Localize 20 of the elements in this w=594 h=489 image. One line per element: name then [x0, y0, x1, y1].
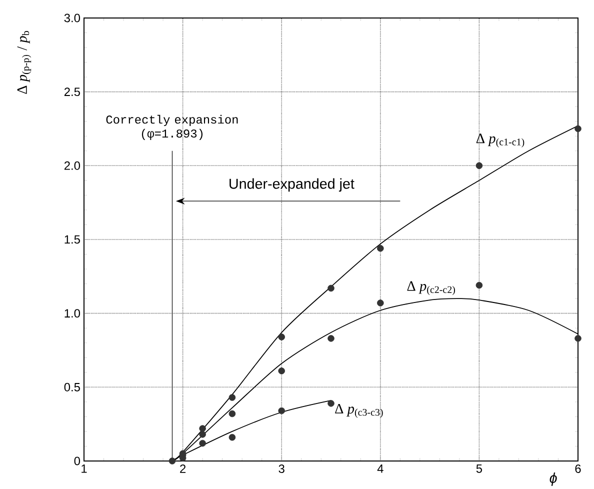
series-label: Δ p$_{(c2-c2)}$	[407, 281, 455, 295]
y-tick-label: 0.5	[64, 382, 80, 392]
y-tick-label: 1.0	[64, 309, 80, 318]
x-tick-label: 3	[278, 464, 284, 473]
y-tick-label: 2.0	[64, 161, 80, 170]
y-tick-label: 0	[74, 456, 80, 466]
y-tick-label: 2.5	[64, 88, 80, 96]
ref-line-label: Correctly expansion (φ=1.893)	[106, 114, 238, 140]
series-label: Δ p$_{(c1-c1)}$	[476, 134, 524, 148]
annotation: Under-expanded jet	[230, 178, 354, 192]
series-label: Δ p$_{(c3-c3)}$	[335, 404, 383, 418]
y-tick-label: 3.0	[64, 14, 80, 22]
y-axis-title: Δ p$_{(p-p)}$ / p$_{b}$	[17, 30, 32, 94]
x-tick-label: 6	[575, 464, 581, 473]
x-tick-label: 5	[476, 464, 482, 473]
x-tick-label: 4	[377, 464, 384, 473]
y-tick-label: 1.5	[64, 235, 80, 244]
x-tick-label: 1	[82, 464, 87, 473]
x-axis-title: ϕ	[550, 472, 557, 486]
x-tick-label: 2	[180, 464, 186, 473]
